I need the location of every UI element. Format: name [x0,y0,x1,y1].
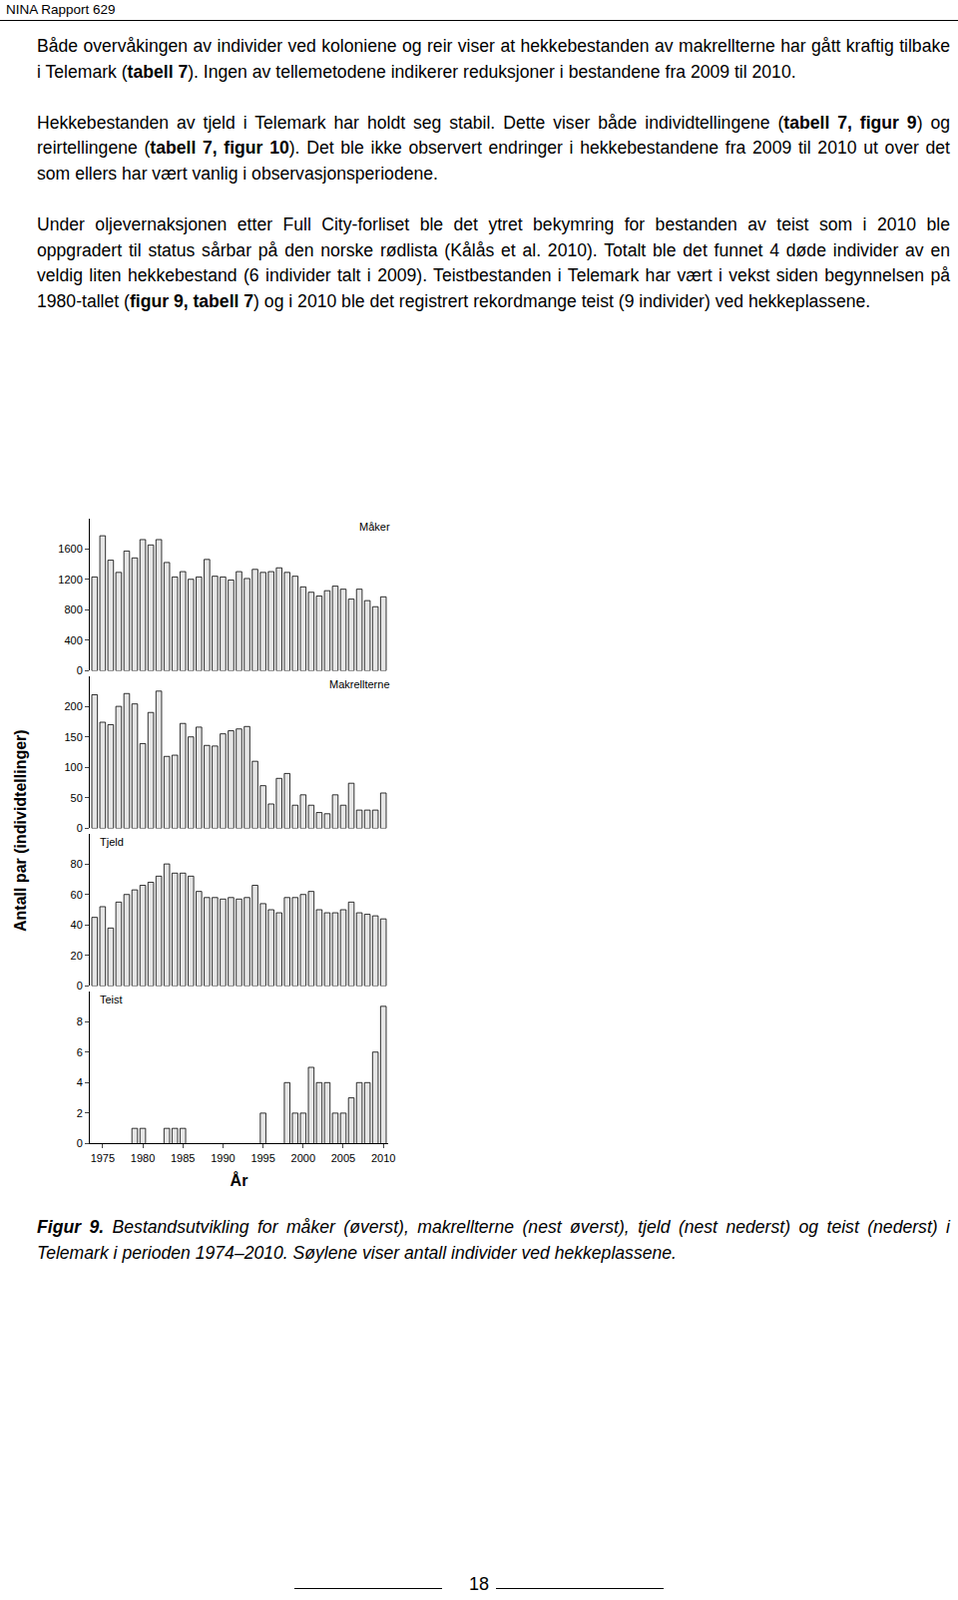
svg-text:400: 400 [63,634,82,647]
svg-text:50: 50 [70,792,83,805]
svg-text:1200: 1200 [57,573,82,586]
html-text:Figur 9. Bestandsutvikling for: Figur 9. Bestandsutvikling for måker (øv… [36,1217,951,1263]
svg-text:80: 80 [70,858,83,871]
svg-text:1980: 1980 [130,1152,155,1165]
svg-text:150: 150 [63,731,82,744]
svg-text:40: 40 [70,919,83,932]
svg-text:2010: 2010 [371,1152,396,1165]
svg-text:8: 8 [76,1015,83,1028]
svg-text:1600: 1600 [57,542,82,555]
svg-text:2: 2 [76,1107,83,1120]
svg-text:Antall par (individtellinger): Antall par (individtellinger) [11,729,29,933]
svg-text:100: 100 [63,761,82,774]
html-text:Både overvåkingen av individer: Både overvåkingen av individer ved kolon… [36,35,951,82]
svg-text:2000: 2000 [291,1152,316,1165]
svg-text:800: 800 [63,603,82,616]
svg-text:2005: 2005 [331,1152,356,1165]
html-text:Under oljevernaksjonen etter F: Under oljevernaksjonen etter Full City-f… [36,214,951,312]
svg-text:0: 0 [76,822,83,835]
svg-text:20: 20 [70,950,83,962]
svg-text:200: 200 [63,700,82,713]
html-text:Hekkebestanden av tjeld i Tele: Hekkebestanden av tjeld i Telemark har h… [36,112,951,184]
svg-text:1975: 1975 [90,1152,115,1165]
svg-text:6: 6 [76,1046,83,1059]
svg-text:0: 0 [76,664,83,677]
svg-text:Teist: Teist [99,993,123,1006]
svg-text:Måker: Måker [359,520,391,533]
svg-text:0: 0 [76,1137,83,1150]
html-text:NINA Rapport 629: NINA Rapport 629 [5,1,116,17]
svg-text:År: År [230,1171,249,1190]
svg-text:60: 60 [70,889,83,902]
html-text:18: 18 [469,1574,489,1595]
svg-text:Makrellterne: Makrellterne [329,678,391,691]
svg-text:Tjeld: Tjeld [99,836,124,849]
svg-text:1990: 1990 [210,1152,235,1165]
svg-text:4: 4 [76,1076,83,1089]
svg-text:1985: 1985 [170,1152,195,1165]
svg-text:1995: 1995 [250,1152,275,1165]
svg-text:0: 0 [76,979,83,992]
